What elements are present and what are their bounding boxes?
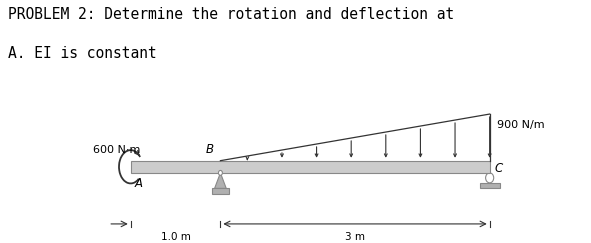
Bar [131,161,490,173]
Polygon shape [215,173,226,188]
Text: C: C [494,162,502,175]
Circle shape [486,173,493,183]
Bar [480,183,499,188]
Text: A: A [134,177,142,190]
Text: B: B [206,143,214,156]
Bar [212,188,229,194]
Text: 3 m: 3 m [345,232,365,242]
Circle shape [219,170,222,175]
Text: PROBLEM 2: Determine the rotation and deflection at: PROBLEM 2: Determine the rotation and de… [8,7,454,22]
Text: 600 N·m: 600 N·m [93,145,140,155]
Text: 900 N/m: 900 N/m [497,120,544,130]
Text: 1.0 m: 1.0 m [161,232,190,242]
Text: A. EI is constant: A. EI is constant [8,46,157,61]
